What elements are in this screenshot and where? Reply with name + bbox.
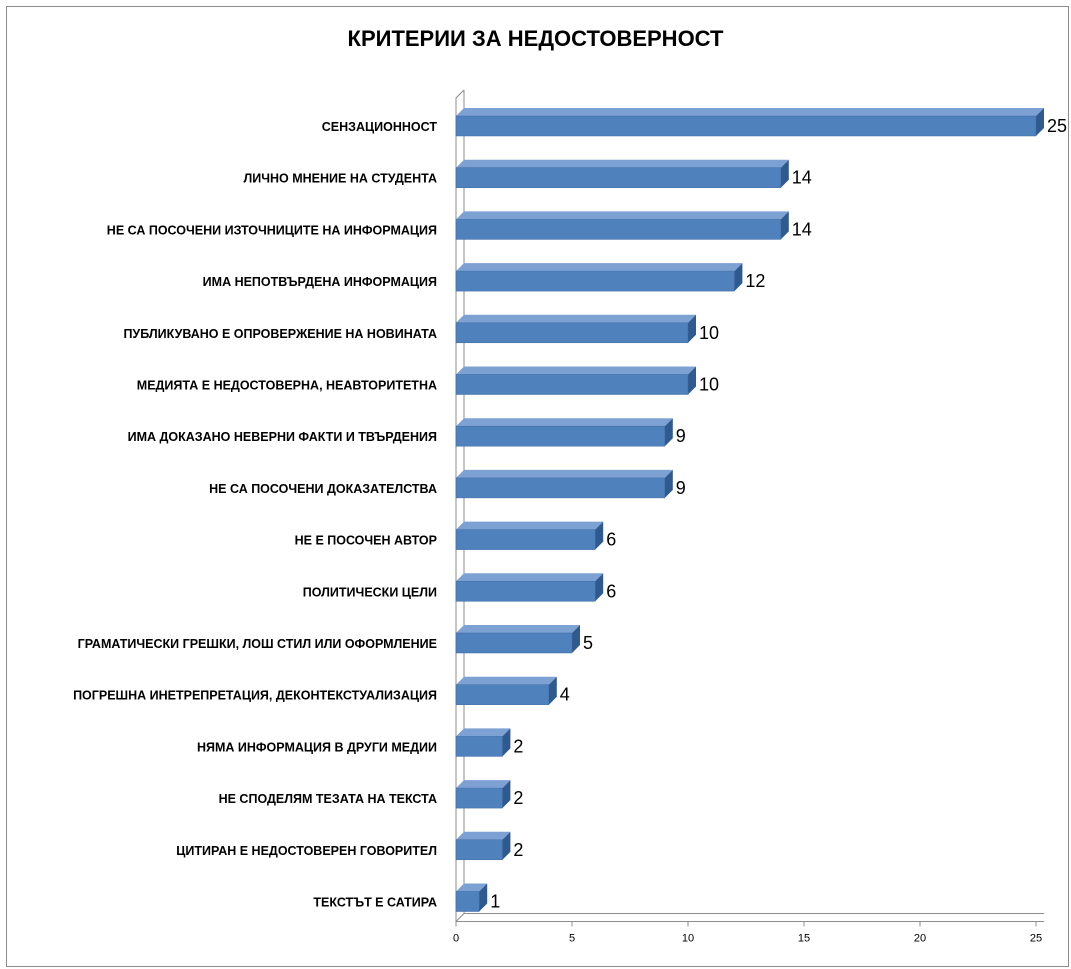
- bar: [455, 839, 503, 861]
- bar-side-face: [595, 573, 604, 602]
- x-tick-label: 0: [453, 933, 459, 945]
- bar-side-face: [572, 625, 580, 653]
- data-label: 10: [699, 375, 719, 395]
- bar: [455, 632, 573, 654]
- bar-side-face: [595, 521, 604, 550]
- x-tick-label: 10: [682, 933, 694, 945]
- bar: [455, 374, 689, 395]
- category-label: СЕНЗАЦИОННОСТ: [322, 120, 438, 134]
- bar: [455, 787, 503, 809]
- category-label: ИМА ДОКАЗАНО НЕВЕРНИ ФАКТИ И ТВЪРДЕНИЯ: [128, 430, 437, 444]
- data-label: 9: [676, 478, 686, 498]
- category-label: ЦИТИРАН Е НЕДОСТОВЕРЕН ГОВОРИТЕЛ: [176, 844, 437, 858]
- bar-side-face: [688, 314, 696, 343]
- bar-side-face: [502, 728, 511, 757]
- bar-side-face: [734, 263, 743, 292]
- category-label: ПОГРЕШНА ИНЕТРЕПРЕТАЦИЯ, ДЕКОНТЕКСТУАЛИЗ…: [73, 689, 437, 703]
- bar-top-face: [456, 211, 789, 220]
- category-label: ЛИЧНО МНЕНИЕ НА СТУДЕНТА: [243, 172, 437, 186]
- bar-top-face: [456, 521, 604, 530]
- category-label: НЕ СА ПОСОЧЕНИ ДОКАЗАТЕЛСТВА: [209, 482, 437, 496]
- bar: [455, 219, 782, 240]
- category-label: МЕДИЯТА Е НЕДОСТОВЕРНА, НЕАВТОРИТЕТНА: [137, 379, 437, 393]
- bar-top-face: [456, 573, 604, 582]
- category-label: ТЕКСТЪТ Е САТИРА: [313, 896, 437, 910]
- data-label: 14: [792, 219, 812, 239]
- bar-top-face: [456, 469, 673, 478]
- category-label: ПОЛИТИЧЕСКИ ЦЕЛИ: [303, 585, 437, 599]
- category-label: НЯМА ИНФОРМАЦИЯ В ДРУГИ МЕДИИ: [197, 740, 437, 754]
- data-label: 4: [560, 685, 570, 705]
- bar-top-face: [456, 831, 511, 840]
- bar: [455, 425, 666, 447]
- data-label: 12: [745, 271, 765, 291]
- bar: [455, 736, 503, 757]
- x-tick-label: 5: [569, 933, 575, 945]
- bar: [455, 891, 480, 912]
- bar-top-face: [456, 159, 789, 168]
- bar-side-face: [548, 676, 557, 705]
- data-label: 6: [606, 530, 616, 550]
- data-label: 5: [583, 633, 593, 653]
- x-tick-label: 25: [1030, 933, 1042, 945]
- bar-top-face: [456, 366, 696, 375]
- bar: [455, 477, 666, 499]
- category-label: НЕ СПОДЕЛЯМ ТЕЗАТА НА ТЕКСТА: [219, 792, 437, 806]
- bar: [455, 167, 782, 188]
- bar: [455, 529, 596, 550]
- bar: [455, 684, 550, 705]
- bar-side-face: [502, 780, 511, 809]
- category-label: НЕ СА ПОСОЧЕНИ ИЗТОЧНИЦИТЕ НА ИНФОРМАЦИЯ: [107, 223, 437, 237]
- bar-top-face: [456, 263, 743, 272]
- bar-side-face: [479, 883, 488, 912]
- data-label: 6: [606, 581, 616, 601]
- data-label: 25: [1047, 116, 1067, 136]
- data-label: 2: [513, 736, 523, 756]
- bar-side-face: [1036, 108, 1044, 136]
- bar-top-face: [456, 625, 580, 633]
- x-tick-label: 20: [914, 933, 926, 945]
- x-tick-label: 15: [798, 933, 810, 945]
- bar-top-face: [456, 418, 673, 427]
- bar-top-face: [456, 883, 488, 892]
- data-label: 10: [699, 323, 719, 343]
- bar-top-face: [456, 780, 511, 789]
- chart-title: КРИТЕРИИ ЗА НЕДОСТОВЕРНОСТ: [347, 26, 724, 51]
- bar-top-face: [456, 314, 696, 323]
- category-label: ГРАМАТИЧЕСКИ ГРЕШКИ, ЛОШ СТИЛ ИЛИ ОФОРМЛ…: [78, 637, 437, 651]
- bar: [455, 270, 735, 292]
- category-label: ПУБЛИКУВАНО Е ОПРОВЕРЖЕНИЕ НА НОВИНАТА: [123, 327, 437, 341]
- data-label: 2: [513, 840, 523, 860]
- bar-side-face: [664, 418, 673, 447]
- bar-side-face: [780, 211, 789, 240]
- data-label: 9: [676, 426, 686, 446]
- category-label: ИМА НЕПОТВЪРДЕНА ИНФОРМАЦИЯ: [203, 275, 437, 289]
- bar-side-face: [664, 469, 673, 498]
- data-label: 14: [792, 168, 812, 188]
- bar-top-face: [456, 728, 511, 737]
- bar-top-face: [456, 108, 1044, 116]
- data-label: 2: [513, 788, 523, 808]
- bar: [455, 581, 596, 602]
- bar: [455, 115, 1037, 137]
- bar: [455, 322, 689, 344]
- data-label: 1: [490, 892, 500, 912]
- bar-side-face: [780, 159, 789, 188]
- bar-top-face: [456, 676, 557, 685]
- bar-side-face: [688, 366, 696, 395]
- category-label: НЕ Е ПОСОЧЕН АВТОР: [295, 534, 437, 548]
- bar-side-face: [502, 831, 511, 860]
